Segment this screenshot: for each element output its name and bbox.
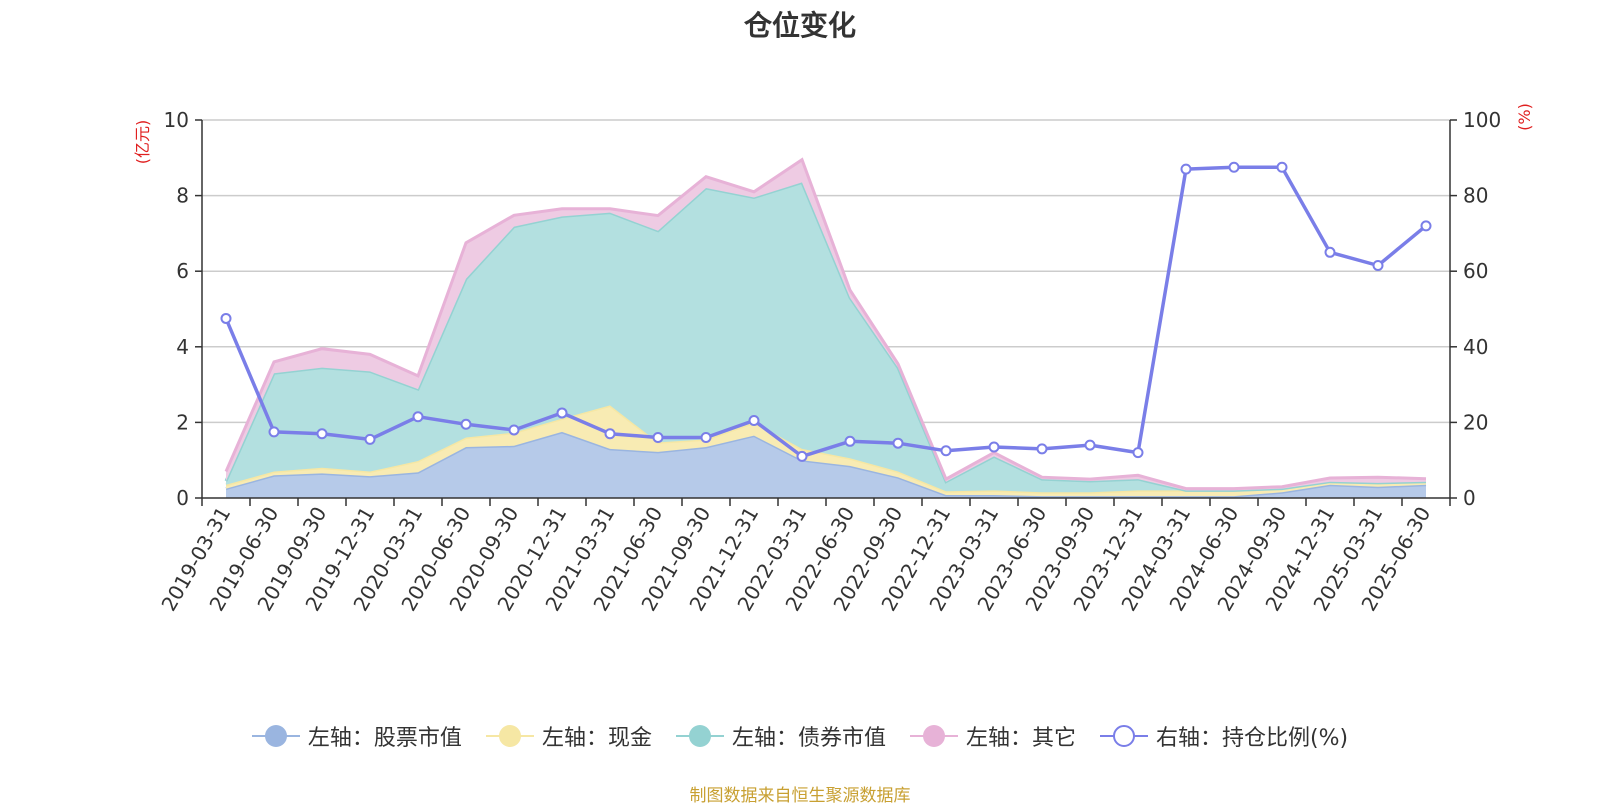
legend-swatch [1099, 724, 1148, 748]
ratio-line-point [1420, 220, 1432, 232]
right-axis-tick-label: 100 [1463, 108, 1501, 132]
ratio-line-path [224, 165, 1428, 459]
left-axis-tick-label: 2 [176, 410, 189, 434]
ratio-line-point [316, 428, 328, 440]
ratio-line-point [268, 426, 280, 438]
legend-item[interactable]: 左轴：其它 [909, 720, 1076, 752]
ratio-line-point [988, 441, 1000, 453]
legend-dot [688, 725, 711, 747]
ratio-line-point [1084, 439, 1096, 451]
legend: 左轴：股票市值 左轴：现金 左轴：债券市值 左轴：其它 右轴：持仓比例(%) [0, 720, 1600, 752]
left-axis-tick-label: 8 [176, 184, 189, 208]
legend-label: 左轴：股票市值 [307, 726, 462, 751]
ratio-line-point [748, 415, 760, 427]
ratio-line-point [508, 424, 520, 436]
ratio-line-point [844, 435, 856, 447]
ratio-line-point [364, 433, 376, 445]
legend-dot [922, 725, 945, 747]
ratio-line-point [796, 450, 808, 462]
right-axis-tick-label: 80 [1463, 184, 1488, 208]
legend-dot [1112, 725, 1135, 747]
legend-item[interactable]: 左轴：现金 [485, 720, 652, 752]
legend-item[interactable]: 右轴：持仓比例(%) [1099, 720, 1349, 752]
source-note: 制图数据来自恒生聚源数据库 [689, 786, 911, 806]
right-axis-tick-label: 60 [1463, 259, 1488, 283]
ratio-line-point [1132, 447, 1144, 459]
ratio-line-point [940, 445, 952, 457]
ratio-line-point [1180, 163, 1192, 175]
ratio-line-point [652, 432, 664, 444]
legend-swatch [251, 724, 300, 748]
legend-swatch [909, 724, 958, 748]
ratio-line-point [556, 407, 568, 419]
chart-title: 仓位变化 [743, 9, 856, 42]
stacked-areas [224, 157, 1427, 498]
ratio-line-point [604, 428, 616, 440]
legend-label: 左轴：现金 [541, 726, 652, 751]
legend-swatch [675, 724, 724, 748]
ratio-line-point [1324, 246, 1336, 258]
area-fill-9ab5e0 [226, 431, 1426, 498]
right-axis-tick-label: 40 [1463, 335, 1488, 359]
ratio-line-point [700, 432, 712, 444]
left-axis-tick-label: 6 [176, 259, 189, 283]
right-axis-tick-label: 0 [1463, 486, 1476, 510]
legend-item[interactable]: 左轴：债券市值 [675, 720, 886, 752]
right-axis-tick-label: 20 [1463, 410, 1488, 434]
legend-label: 左轴：其它 [965, 726, 1076, 751]
ratio-line-point [1276, 161, 1288, 173]
legend-dot [264, 725, 287, 747]
ratio-line-point [1036, 443, 1048, 455]
ratio-line-point [1372, 260, 1384, 272]
legend-label: 左轴：债券市值 [731, 726, 886, 751]
ratio-line-point [892, 437, 904, 449]
ratio-line-point [460, 418, 472, 430]
area-fill-f6e7a4 [226, 405, 1426, 497]
ratio-line-point [1228, 161, 1240, 173]
right-axis-unit-label: (%) [1515, 103, 1534, 131]
legend-dot [498, 725, 521, 747]
left-axis-tick-label: 0 [176, 486, 189, 510]
left-axis-unit-label: (亿元) [133, 120, 152, 165]
legend-item[interactable]: 左轴：股票市值 [251, 720, 462, 752]
ratio-line [220, 161, 1432, 462]
legend-swatch [485, 724, 534, 748]
ratio-line-point [412, 411, 424, 423]
area-edge-e7b2d7 [224, 157, 1427, 491]
left-axis-tick-label: 4 [176, 335, 189, 359]
ratio-line-point [220, 312, 232, 324]
legend-label: 右轴：持仓比例(%) [1155, 726, 1349, 751]
area-fill-94d2d2 [226, 182, 1426, 493]
left-axis-tick-label: 10 [164, 108, 189, 132]
